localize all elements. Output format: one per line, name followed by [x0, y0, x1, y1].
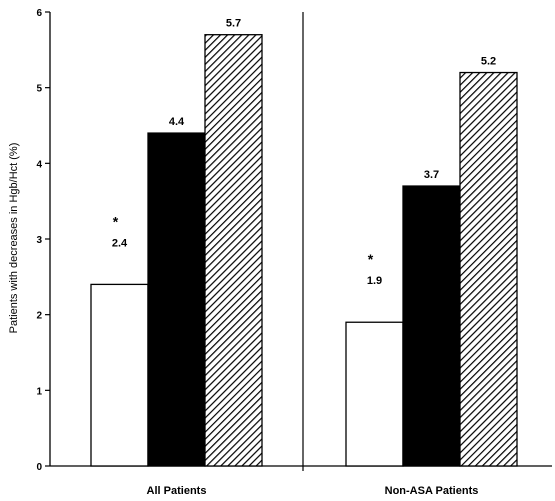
y-tick-label: 5: [36, 84, 42, 95]
y-axis-title: Patients with decreases in Hgb/Hct (%): [8, 143, 20, 334]
y-tick-label: 6: [36, 8, 42, 19]
bar: [345, 321, 404, 467]
bar: [90, 283, 149, 467]
y-tick-label: 0: [36, 462, 42, 473]
data-label: 5.7: [226, 18, 241, 30]
bars: [90, 34, 518, 467]
data-label: 5.2: [481, 56, 496, 68]
bar: [402, 185, 461, 467]
data-label: 2.4: [112, 237, 128, 249]
labels: 2.4 * 4.4 5.7 All Patients 1.9 * 3.7 5.2 Non-ASA …: [112, 18, 496, 497]
category-label: Non-ASA Patients: [385, 485, 479, 497]
y-tick-label: 1: [36, 386, 42, 397]
data-label: 4.4: [169, 116, 185, 128]
bar: [147, 132, 206, 467]
bar: [459, 71, 518, 467]
significance-star: *: [368, 251, 374, 267]
data-label: 1.9: [367, 275, 382, 287]
y-axis-title-group: Patients with decreases in Hgb/Hct (%): [8, 143, 20, 334]
y-tick-label: 4: [36, 159, 42, 170]
category-label: All Patients: [147, 485, 207, 497]
data-label: 3.7: [424, 169, 439, 181]
bar: [204, 34, 263, 467]
significance-star: *: [113, 213, 119, 229]
y-tick-label: 2: [36, 311, 42, 322]
y-tick-label: 3: [36, 235, 42, 246]
